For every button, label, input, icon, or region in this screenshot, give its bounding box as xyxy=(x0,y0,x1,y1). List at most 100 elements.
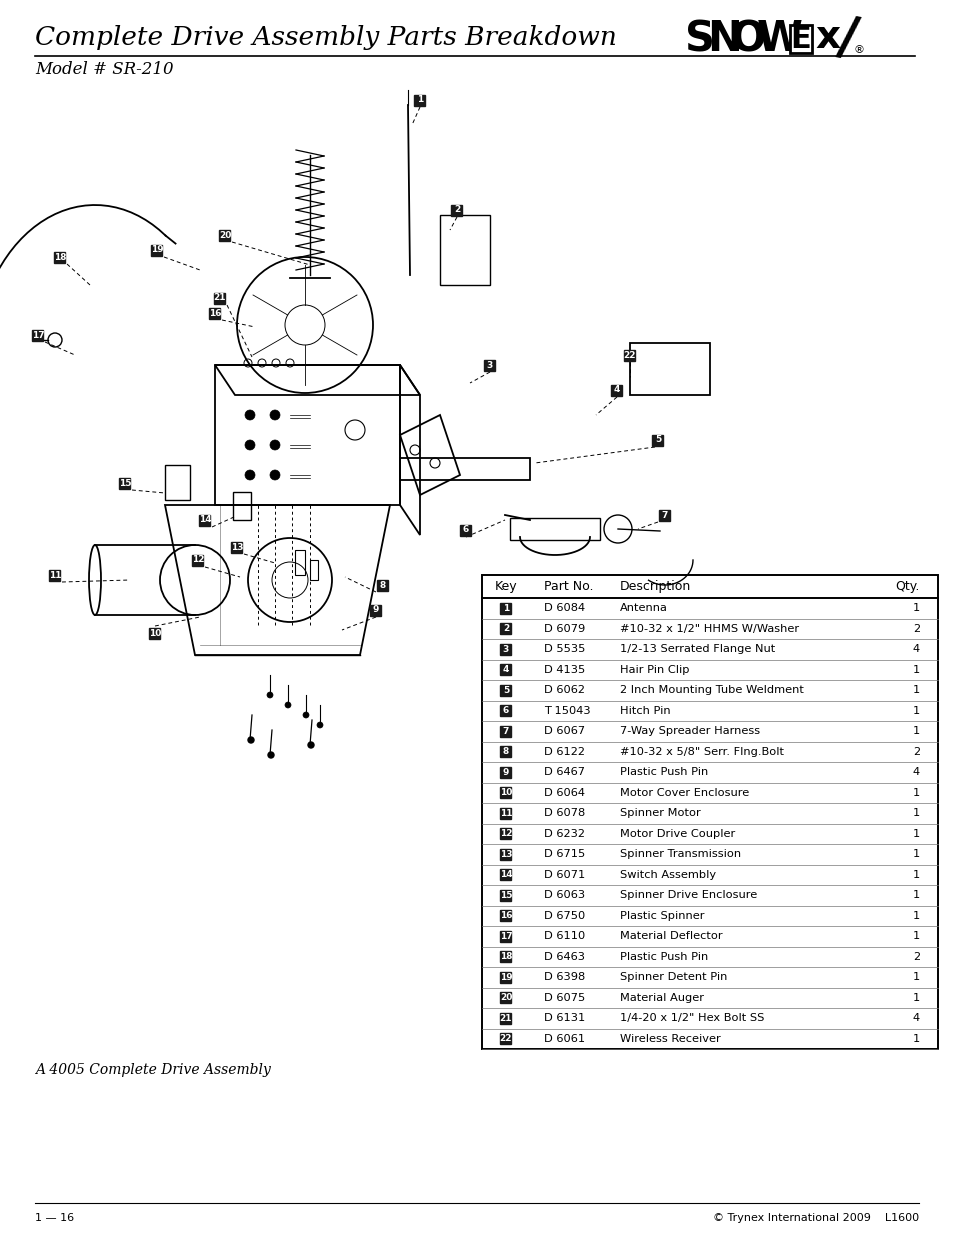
Text: 3: 3 xyxy=(486,361,493,369)
Text: 7: 7 xyxy=(502,726,509,736)
Text: D 6467: D 6467 xyxy=(543,767,584,777)
Text: Antenna: Antenna xyxy=(619,603,667,614)
Text: D 6079: D 6079 xyxy=(543,624,584,634)
Circle shape xyxy=(303,713,309,718)
FancyBboxPatch shape xyxy=(370,604,381,615)
Bar xyxy=(233,492,251,520)
Text: 20: 20 xyxy=(218,231,231,240)
FancyBboxPatch shape xyxy=(199,515,211,526)
FancyBboxPatch shape xyxy=(500,1013,511,1024)
Text: Model # SR-210: Model # SR-210 xyxy=(35,61,173,78)
Circle shape xyxy=(285,701,291,708)
Text: 4: 4 xyxy=(912,645,919,655)
Text: D 6067: D 6067 xyxy=(543,726,584,736)
Text: #10-32 x 1/2" HHMS W/Washer: #10-32 x 1/2" HHMS W/Washer xyxy=(619,624,799,634)
Text: 1: 1 xyxy=(912,664,919,674)
Text: 7: 7 xyxy=(661,510,667,520)
Text: #10-32 x 5/8" Serr. Flng.Bolt: #10-32 x 5/8" Serr. Flng.Bolt xyxy=(619,747,783,757)
FancyBboxPatch shape xyxy=(193,555,203,566)
Text: Spinner Detent Pin: Spinner Detent Pin xyxy=(619,972,726,982)
Bar xyxy=(629,343,709,395)
FancyBboxPatch shape xyxy=(500,746,511,757)
FancyBboxPatch shape xyxy=(611,384,622,395)
Text: 16: 16 xyxy=(209,309,221,317)
Text: D 6061: D 6061 xyxy=(543,1034,584,1044)
Text: Spinner Drive Enclosure: Spinner Drive Enclosure xyxy=(619,890,757,900)
FancyBboxPatch shape xyxy=(500,910,511,921)
Text: 2: 2 xyxy=(502,624,509,634)
Text: 22: 22 xyxy=(499,1034,512,1044)
Text: 5: 5 xyxy=(654,436,660,445)
FancyBboxPatch shape xyxy=(500,992,511,1003)
Text: 15: 15 xyxy=(499,890,512,900)
FancyBboxPatch shape xyxy=(460,525,471,536)
Text: Hair Pin Clip: Hair Pin Clip xyxy=(619,664,689,674)
Text: 14: 14 xyxy=(499,871,512,879)
Text: 2: 2 xyxy=(912,952,919,962)
Circle shape xyxy=(245,471,254,480)
Text: Wireless Receiver: Wireless Receiver xyxy=(619,1034,720,1044)
Circle shape xyxy=(267,692,273,698)
Text: 1: 1 xyxy=(912,972,919,982)
Text: 2: 2 xyxy=(912,747,919,757)
Bar xyxy=(510,517,599,540)
Text: 9: 9 xyxy=(502,768,509,777)
FancyBboxPatch shape xyxy=(500,808,511,819)
Text: 1: 1 xyxy=(912,705,919,716)
Text: 1: 1 xyxy=(416,95,423,105)
Text: 21: 21 xyxy=(213,294,226,303)
Text: Plastic Push Pin: Plastic Push Pin xyxy=(619,952,707,962)
Text: 11: 11 xyxy=(499,809,512,818)
Text: Qty.: Qty. xyxy=(895,580,919,593)
FancyBboxPatch shape xyxy=(119,478,131,489)
Text: 21: 21 xyxy=(499,1014,512,1023)
Text: 6: 6 xyxy=(502,706,509,715)
Text: 1: 1 xyxy=(912,931,919,941)
Text: D 4135: D 4135 xyxy=(543,664,584,674)
Text: Key: Key xyxy=(495,580,517,593)
Text: 19: 19 xyxy=(151,246,163,254)
Text: Spinner Motor: Spinner Motor xyxy=(619,808,700,819)
Circle shape xyxy=(268,752,274,758)
Text: 17: 17 xyxy=(499,931,512,941)
Text: 1/4-20 x 1/2" Hex Bolt SS: 1/4-20 x 1/2" Hex Bolt SS xyxy=(619,1013,763,1024)
Text: 1: 1 xyxy=(912,890,919,900)
Text: 1: 1 xyxy=(912,1034,919,1044)
FancyBboxPatch shape xyxy=(659,510,670,520)
FancyBboxPatch shape xyxy=(232,541,242,552)
Circle shape xyxy=(270,471,280,480)
Text: Spinner Transmission: Spinner Transmission xyxy=(619,850,740,860)
Text: 22: 22 xyxy=(623,351,636,359)
Text: 3: 3 xyxy=(502,645,509,653)
FancyBboxPatch shape xyxy=(500,829,511,840)
Text: Switch Assembly: Switch Assembly xyxy=(619,869,716,879)
Text: 4: 4 xyxy=(613,385,619,394)
Text: D 5535: D 5535 xyxy=(543,645,585,655)
Text: 4: 4 xyxy=(912,767,919,777)
FancyBboxPatch shape xyxy=(624,350,635,361)
Text: Part No.: Part No. xyxy=(543,580,593,593)
FancyBboxPatch shape xyxy=(150,627,160,638)
Text: Complete Drive Assembly Parts Breakdown: Complete Drive Assembly Parts Breakdown xyxy=(35,25,617,49)
Text: O: O xyxy=(730,19,765,61)
Text: Material Auger: Material Auger xyxy=(619,993,703,1003)
FancyBboxPatch shape xyxy=(152,245,162,256)
Text: 1: 1 xyxy=(912,603,919,614)
FancyBboxPatch shape xyxy=(214,293,225,304)
Text: 17: 17 xyxy=(31,331,44,340)
Text: 9: 9 xyxy=(373,605,378,615)
Text: 1/2-13 Serrated Flange Nut: 1/2-13 Serrated Flange Nut xyxy=(619,645,775,655)
FancyBboxPatch shape xyxy=(500,684,511,695)
Text: 4: 4 xyxy=(502,666,509,674)
Text: 8: 8 xyxy=(502,747,509,756)
Circle shape xyxy=(245,410,254,420)
Bar xyxy=(439,215,490,285)
FancyBboxPatch shape xyxy=(500,624,511,635)
Text: 1: 1 xyxy=(912,726,919,736)
FancyBboxPatch shape xyxy=(500,767,511,778)
Text: 1: 1 xyxy=(912,910,919,921)
Text: A 4005 Complete Drive Assembly: A 4005 Complete Drive Assembly xyxy=(35,1063,271,1077)
Circle shape xyxy=(270,410,280,420)
Text: 15: 15 xyxy=(118,478,132,488)
Text: 7-Way Spreader Harness: 7-Way Spreader Harness xyxy=(619,726,760,736)
